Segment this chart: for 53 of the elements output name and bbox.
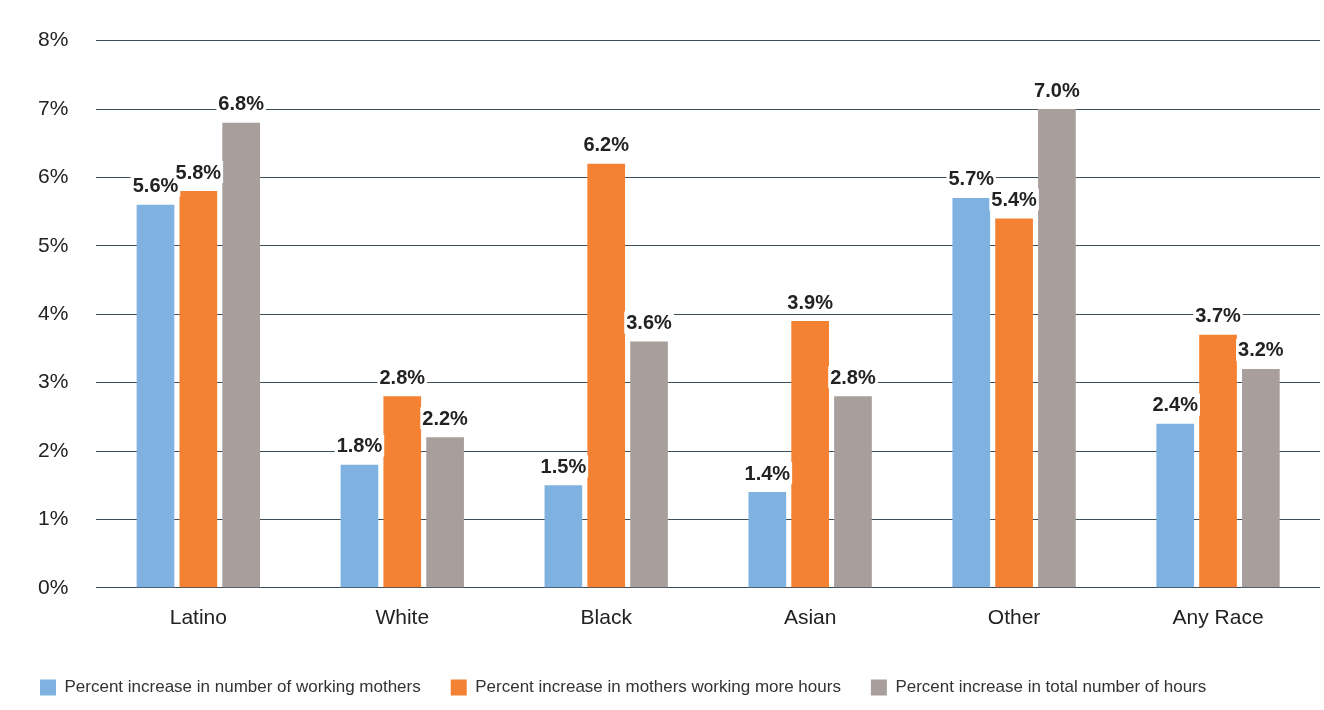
bar: [791, 321, 829, 588]
bar: [1156, 423, 1195, 588]
bar: [1199, 334, 1237, 588]
data-label: 7.0%: [1034, 78, 1080, 101]
data-label: 2.8%: [379, 365, 426, 388]
bar: [222, 122, 260, 588]
data-label: 5.7%: [948, 167, 995, 190]
y-tick-label: 0%: [37, 574, 69, 598]
x-tick-label: Asian: [783, 605, 837, 629]
legend-label: Percent increase in number of working mothers: [64, 677, 421, 697]
data-label: 2.2%: [422, 406, 469, 429]
data-label: 2.4%: [1152, 393, 1199, 416]
data-label: 3.6%: [626, 311, 673, 334]
legend-label: Percent increase in mothers working more hours: [475, 677, 841, 697]
data-label: 1.5%: [540, 454, 587, 477]
y-tick-label: 1%: [37, 506, 69, 530]
bar: [748, 492, 787, 588]
bar: [544, 485, 583, 588]
bar: [834, 396, 872, 588]
bar: [630, 341, 668, 588]
bar: [587, 163, 626, 588]
bar: [1038, 109, 1076, 588]
data-label: 3.7%: [1195, 304, 1242, 327]
data-label: 5.8%: [175, 160, 222, 183]
bar: [952, 197, 991, 588]
data-label: 3.2%: [1238, 338, 1284, 361]
x-tick-label: Latino: [169, 605, 227, 629]
bar: [340, 464, 379, 588]
y-tick-label: 2%: [37, 437, 69, 461]
data-label: 5.4%: [991, 187, 1038, 210]
y-tick-label: 5%: [37, 232, 69, 256]
legend-label: Percent increase in total number of hours: [895, 677, 1207, 697]
data-label: 6.2%: [583, 133, 630, 156]
x-tick-label: Other: [987, 605, 1041, 629]
bar: [383, 396, 422, 588]
data-label: 1.4%: [744, 461, 791, 484]
data-label: 6.8%: [218, 92, 265, 115]
bar: [136, 204, 175, 588]
x-tick-label: Black: [580, 605, 633, 629]
data-label: 1.8%: [336, 434, 383, 457]
y-tick-label: 8%: [37, 27, 69, 51]
y-tick-label: 3%: [37, 369, 69, 393]
data-label: 2.8%: [830, 365, 876, 388]
y-tick-label: 7%: [37, 95, 69, 119]
x-tick-label: Any Race: [1172, 605, 1264, 629]
bar: [426, 437, 464, 588]
bar: [179, 191, 218, 588]
y-tick-label: 6%: [37, 164, 69, 188]
bar: [995, 218, 1033, 588]
x-tick-label: White: [375, 605, 430, 629]
bar: [1242, 368, 1280, 588]
data-label: 3.9%: [787, 290, 834, 313]
y-tick-label: 4%: [37, 301, 69, 324]
